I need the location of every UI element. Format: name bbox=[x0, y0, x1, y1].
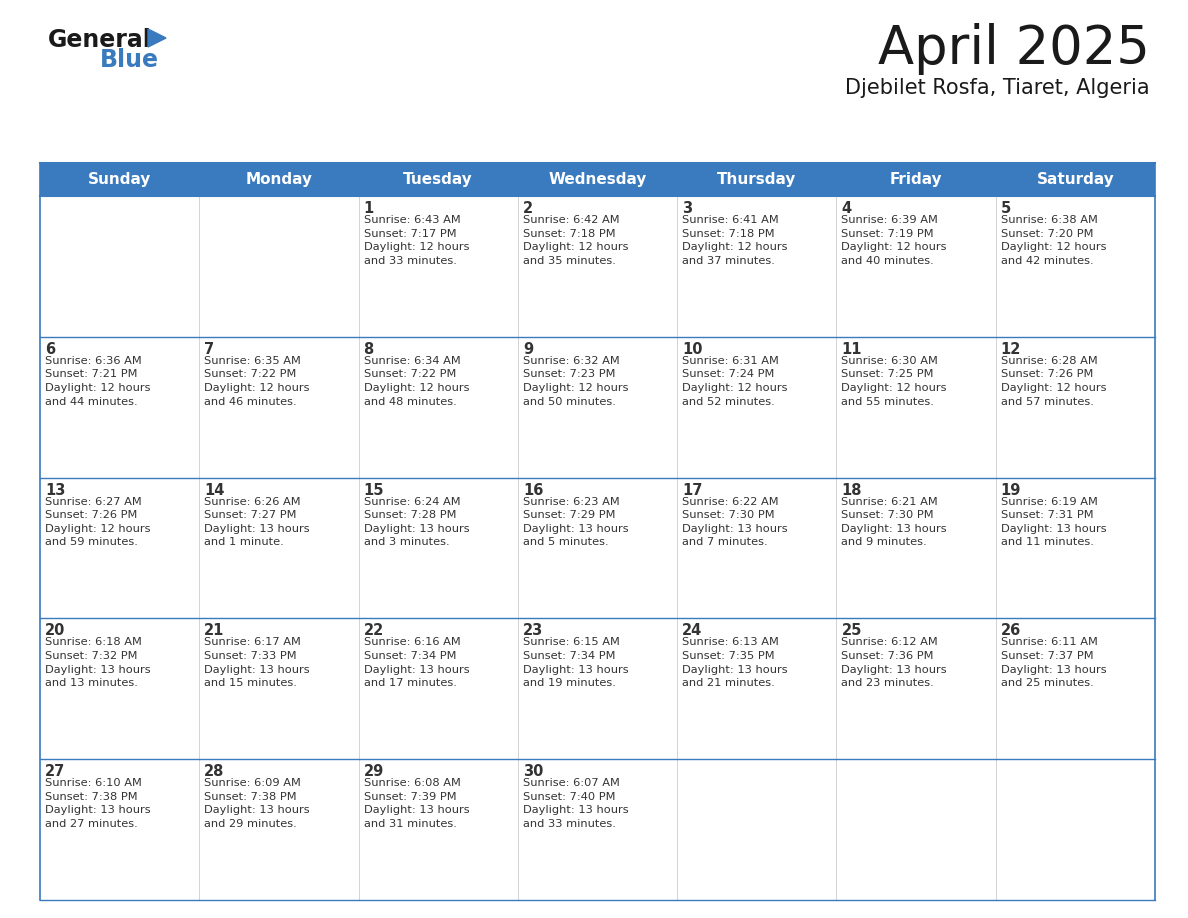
Text: Wednesday: Wednesday bbox=[549, 172, 646, 187]
Text: 1: 1 bbox=[364, 201, 374, 216]
Text: 4: 4 bbox=[841, 201, 852, 216]
Text: Sunrise: 6:36 AM
Sunset: 7:21 PM
Daylight: 12 hours
and 44 minutes.: Sunrise: 6:36 AM Sunset: 7:21 PM Dayligh… bbox=[45, 356, 151, 407]
Bar bbox=[40, 163, 200, 196]
Text: 12: 12 bbox=[1000, 341, 1022, 357]
Text: Friday: Friday bbox=[890, 172, 942, 187]
Text: 15: 15 bbox=[364, 483, 384, 498]
Text: 18: 18 bbox=[841, 483, 862, 498]
Text: 24: 24 bbox=[682, 623, 702, 638]
Text: 25: 25 bbox=[841, 623, 861, 638]
Text: Sunrise: 6:24 AM
Sunset: 7:28 PM
Daylight: 13 hours
and 3 minutes.: Sunrise: 6:24 AM Sunset: 7:28 PM Dayligh… bbox=[364, 497, 469, 547]
Text: 9: 9 bbox=[523, 341, 533, 357]
Text: Tuesday: Tuesday bbox=[404, 172, 473, 187]
Bar bbox=[200, 163, 359, 196]
Text: Sunrise: 6:34 AM
Sunset: 7:22 PM
Daylight: 12 hours
and 48 minutes.: Sunrise: 6:34 AM Sunset: 7:22 PM Dayligh… bbox=[364, 356, 469, 407]
Text: Sunrise: 6:13 AM
Sunset: 7:35 PM
Daylight: 13 hours
and 21 minutes.: Sunrise: 6:13 AM Sunset: 7:35 PM Dayligh… bbox=[682, 637, 788, 688]
Bar bbox=[359, 163, 518, 196]
Text: Sunrise: 6:27 AM
Sunset: 7:26 PM
Daylight: 12 hours
and 59 minutes.: Sunrise: 6:27 AM Sunset: 7:26 PM Dayligh… bbox=[45, 497, 151, 547]
Text: Blue: Blue bbox=[100, 48, 159, 72]
Text: 17: 17 bbox=[682, 483, 702, 498]
Text: Sunrise: 6:39 AM
Sunset: 7:19 PM
Daylight: 12 hours
and 40 minutes.: Sunrise: 6:39 AM Sunset: 7:19 PM Dayligh… bbox=[841, 215, 947, 266]
Text: Sunrise: 6:19 AM
Sunset: 7:31 PM
Daylight: 13 hours
and 11 minutes.: Sunrise: 6:19 AM Sunset: 7:31 PM Dayligh… bbox=[1000, 497, 1106, 547]
Text: 26: 26 bbox=[1000, 623, 1020, 638]
Text: 2: 2 bbox=[523, 201, 533, 216]
Text: Sunrise: 6:09 AM
Sunset: 7:38 PM
Daylight: 13 hours
and 29 minutes.: Sunrise: 6:09 AM Sunset: 7:38 PM Dayligh… bbox=[204, 778, 310, 829]
Text: Sunrise: 6:12 AM
Sunset: 7:36 PM
Daylight: 13 hours
and 23 minutes.: Sunrise: 6:12 AM Sunset: 7:36 PM Dayligh… bbox=[841, 637, 947, 688]
Text: Sunrise: 6:21 AM
Sunset: 7:30 PM
Daylight: 13 hours
and 9 minutes.: Sunrise: 6:21 AM Sunset: 7:30 PM Dayligh… bbox=[841, 497, 947, 547]
Text: Sunrise: 6:32 AM
Sunset: 7:23 PM
Daylight: 12 hours
and 50 minutes.: Sunrise: 6:32 AM Sunset: 7:23 PM Dayligh… bbox=[523, 356, 628, 407]
Text: Sunrise: 6:41 AM
Sunset: 7:18 PM
Daylight: 12 hours
and 37 minutes.: Sunrise: 6:41 AM Sunset: 7:18 PM Dayligh… bbox=[682, 215, 788, 266]
Text: 6: 6 bbox=[45, 341, 55, 357]
Text: Sunrise: 6:17 AM
Sunset: 7:33 PM
Daylight: 13 hours
and 15 minutes.: Sunrise: 6:17 AM Sunset: 7:33 PM Dayligh… bbox=[204, 637, 310, 688]
Text: Sunrise: 6:16 AM
Sunset: 7:34 PM
Daylight: 13 hours
and 17 minutes.: Sunrise: 6:16 AM Sunset: 7:34 PM Dayligh… bbox=[364, 637, 469, 688]
Text: 16: 16 bbox=[523, 483, 543, 498]
Text: Sunrise: 6:26 AM
Sunset: 7:27 PM
Daylight: 13 hours
and 1 minute.: Sunrise: 6:26 AM Sunset: 7:27 PM Dayligh… bbox=[204, 497, 310, 547]
Text: Saturday: Saturday bbox=[1036, 172, 1114, 187]
Text: Sunday: Sunday bbox=[88, 172, 151, 187]
Text: Sunrise: 6:07 AM
Sunset: 7:40 PM
Daylight: 13 hours
and 33 minutes.: Sunrise: 6:07 AM Sunset: 7:40 PM Dayligh… bbox=[523, 778, 628, 829]
Text: Sunrise: 6:43 AM
Sunset: 7:17 PM
Daylight: 12 hours
and 33 minutes.: Sunrise: 6:43 AM Sunset: 7:17 PM Dayligh… bbox=[364, 215, 469, 266]
Text: 10: 10 bbox=[682, 341, 702, 357]
Text: General: General bbox=[48, 28, 152, 52]
Text: 22: 22 bbox=[364, 623, 384, 638]
Bar bbox=[836, 163, 996, 196]
Text: 30: 30 bbox=[523, 764, 543, 779]
Text: Djebilet Rosfa, Tiaret, Algeria: Djebilet Rosfa, Tiaret, Algeria bbox=[846, 78, 1150, 98]
Text: Sunrise: 6:38 AM
Sunset: 7:20 PM
Daylight: 12 hours
and 42 minutes.: Sunrise: 6:38 AM Sunset: 7:20 PM Dayligh… bbox=[1000, 215, 1106, 266]
Text: Monday: Monday bbox=[246, 172, 312, 187]
Text: 28: 28 bbox=[204, 764, 225, 779]
Text: Thursday: Thursday bbox=[718, 172, 796, 187]
Text: 8: 8 bbox=[364, 341, 374, 357]
Text: Sunrise: 6:28 AM
Sunset: 7:26 PM
Daylight: 12 hours
and 57 minutes.: Sunrise: 6:28 AM Sunset: 7:26 PM Dayligh… bbox=[1000, 356, 1106, 407]
Text: 7: 7 bbox=[204, 341, 214, 357]
Text: 29: 29 bbox=[364, 764, 384, 779]
Text: 5: 5 bbox=[1000, 201, 1011, 216]
Text: 3: 3 bbox=[682, 201, 693, 216]
Text: Sunrise: 6:31 AM
Sunset: 7:24 PM
Daylight: 12 hours
and 52 minutes.: Sunrise: 6:31 AM Sunset: 7:24 PM Dayligh… bbox=[682, 356, 788, 407]
Text: Sunrise: 6:30 AM
Sunset: 7:25 PM
Daylight: 12 hours
and 55 minutes.: Sunrise: 6:30 AM Sunset: 7:25 PM Dayligh… bbox=[841, 356, 947, 407]
Bar bbox=[518, 163, 677, 196]
Text: Sunrise: 6:35 AM
Sunset: 7:22 PM
Daylight: 12 hours
and 46 minutes.: Sunrise: 6:35 AM Sunset: 7:22 PM Dayligh… bbox=[204, 356, 310, 407]
Text: Sunrise: 6:22 AM
Sunset: 7:30 PM
Daylight: 13 hours
and 7 minutes.: Sunrise: 6:22 AM Sunset: 7:30 PM Dayligh… bbox=[682, 497, 788, 547]
Text: 27: 27 bbox=[45, 764, 65, 779]
Bar bbox=[677, 163, 836, 196]
Text: 11: 11 bbox=[841, 341, 862, 357]
Text: 23: 23 bbox=[523, 623, 543, 638]
Text: Sunrise: 6:11 AM
Sunset: 7:37 PM
Daylight: 13 hours
and 25 minutes.: Sunrise: 6:11 AM Sunset: 7:37 PM Dayligh… bbox=[1000, 637, 1106, 688]
Text: Sunrise: 6:08 AM
Sunset: 7:39 PM
Daylight: 13 hours
and 31 minutes.: Sunrise: 6:08 AM Sunset: 7:39 PM Dayligh… bbox=[364, 778, 469, 829]
Polygon shape bbox=[148, 29, 166, 47]
Text: April 2025: April 2025 bbox=[878, 23, 1150, 75]
Text: Sunrise: 6:10 AM
Sunset: 7:38 PM
Daylight: 13 hours
and 27 minutes.: Sunrise: 6:10 AM Sunset: 7:38 PM Dayligh… bbox=[45, 778, 151, 829]
Text: Sunrise: 6:42 AM
Sunset: 7:18 PM
Daylight: 12 hours
and 35 minutes.: Sunrise: 6:42 AM Sunset: 7:18 PM Dayligh… bbox=[523, 215, 628, 266]
Text: 20: 20 bbox=[45, 623, 65, 638]
Text: Sunrise: 6:18 AM
Sunset: 7:32 PM
Daylight: 13 hours
and 13 minutes.: Sunrise: 6:18 AM Sunset: 7:32 PM Dayligh… bbox=[45, 637, 151, 688]
Text: 13: 13 bbox=[45, 483, 65, 498]
Text: Sunrise: 6:23 AM
Sunset: 7:29 PM
Daylight: 13 hours
and 5 minutes.: Sunrise: 6:23 AM Sunset: 7:29 PM Dayligh… bbox=[523, 497, 628, 547]
Text: 21: 21 bbox=[204, 623, 225, 638]
Text: 19: 19 bbox=[1000, 483, 1022, 498]
Text: Sunrise: 6:15 AM
Sunset: 7:34 PM
Daylight: 13 hours
and 19 minutes.: Sunrise: 6:15 AM Sunset: 7:34 PM Dayligh… bbox=[523, 637, 628, 688]
Text: 14: 14 bbox=[204, 483, 225, 498]
Bar bbox=[996, 163, 1155, 196]
